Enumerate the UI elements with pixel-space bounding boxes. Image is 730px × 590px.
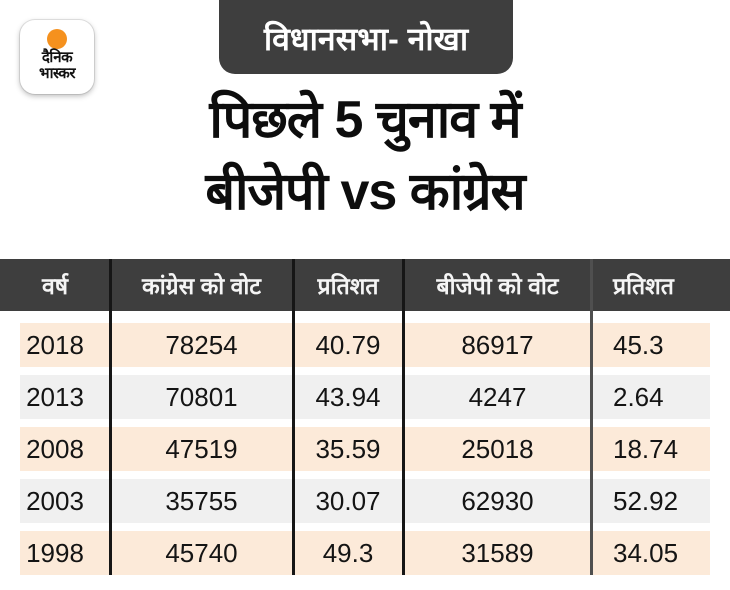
table-row: 2003 35755 30.07 62930 52.92 bbox=[0, 479, 730, 523]
constituency-badge-label: विधानसभा- नोखा bbox=[263, 20, 469, 57]
column-header-bjp-votes: बीजेपी को वोट bbox=[436, 273, 559, 299]
cell-bjp-votes: 4247 bbox=[468, 381, 527, 412]
cell-congress-votes: 35755 bbox=[165, 485, 238, 516]
sun-dot-icon bbox=[47, 29, 67, 49]
column-header-congress-percent: प्रतिशत bbox=[317, 273, 379, 299]
cell-congress-percent: 40.79 bbox=[315, 329, 381, 360]
table-row: 2008 47519 35.59 25018 18.74 bbox=[0, 427, 730, 471]
cell-bjp-votes: 31589 bbox=[461, 537, 534, 568]
cell-bjp-votes: 25018 bbox=[461, 433, 534, 464]
cell-bjp-percent: 34.05 bbox=[613, 537, 679, 568]
table-row: 2013 70801 43.94 4247 2.64 bbox=[0, 375, 730, 419]
cell-year: 2013 bbox=[26, 381, 84, 412]
column-divider bbox=[109, 259, 112, 575]
cell-bjp-percent: 52.92 bbox=[613, 485, 679, 516]
cell-congress-percent: 30.07 bbox=[315, 485, 381, 516]
column-divider bbox=[590, 259, 593, 575]
cell-year: 2018 bbox=[26, 329, 84, 360]
cell-congress-percent: 49.3 bbox=[322, 537, 374, 568]
column-header-bjp-percent: प्रतिशत bbox=[613, 273, 674, 299]
election-results-table: वर्ष कांग्रेस को वोट प्रतिशत बीजेपी को व… bbox=[0, 259, 730, 575]
cell-congress-votes: 70801 bbox=[165, 381, 238, 412]
cell-bjp-percent: 45.3 bbox=[613, 329, 664, 360]
page-title-line1: पिछले 5 चुनाव में bbox=[209, 91, 521, 149]
cell-bjp-percent: 18.74 bbox=[613, 433, 679, 464]
cell-congress-percent: 35.59 bbox=[315, 433, 381, 464]
page-title: पिछले 5 चुनाव में बीजेपी vs कांग्रेस bbox=[0, 84, 730, 228]
logo-line2: भास्कर bbox=[39, 65, 75, 82]
cell-bjp-votes: 86917 bbox=[461, 329, 534, 360]
cell-congress-percent: 43.94 bbox=[315, 381, 381, 412]
cell-congress-votes: 47519 bbox=[165, 433, 238, 464]
column-divider bbox=[292, 259, 295, 575]
logo-text: दैनिक भास्कर bbox=[39, 50, 75, 82]
table-header-row: वर्ष कांग्रेस को वोट प्रतिशत बीजेपी को व… bbox=[0, 259, 730, 311]
cell-congress-votes: 45740 bbox=[165, 537, 238, 568]
table-row: 1998 45740 49.3 31589 34.05 bbox=[0, 531, 730, 575]
column-divider bbox=[402, 259, 405, 575]
logo-line1: दैनिक bbox=[41, 49, 73, 66]
constituency-badge: विधानसभा- नोखा bbox=[219, 0, 513, 74]
table-row: 2018 78254 40.79 86917 45.3 bbox=[0, 323, 730, 367]
cell-congress-votes: 78254 bbox=[165, 329, 238, 360]
dainik-bhaskar-logo: दैनिक भास्कर bbox=[20, 20, 94, 94]
column-header-year: वर्ष bbox=[41, 273, 69, 299]
cell-bjp-percent: 2.64 bbox=[613, 381, 664, 412]
cell-year: 2008 bbox=[26, 433, 84, 464]
cell-year: 1998 bbox=[26, 537, 84, 568]
cell-year: 2003 bbox=[26, 485, 84, 516]
cell-bjp-votes: 62930 bbox=[461, 485, 534, 516]
column-header-congress-votes: कांग्रेस को वोट bbox=[142, 273, 261, 299]
page-title-line2: बीजेपी vs कांग्रेस bbox=[205, 163, 525, 221]
